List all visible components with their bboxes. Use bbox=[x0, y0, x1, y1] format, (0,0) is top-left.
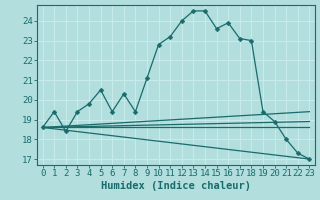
X-axis label: Humidex (Indice chaleur): Humidex (Indice chaleur) bbox=[101, 181, 251, 191]
